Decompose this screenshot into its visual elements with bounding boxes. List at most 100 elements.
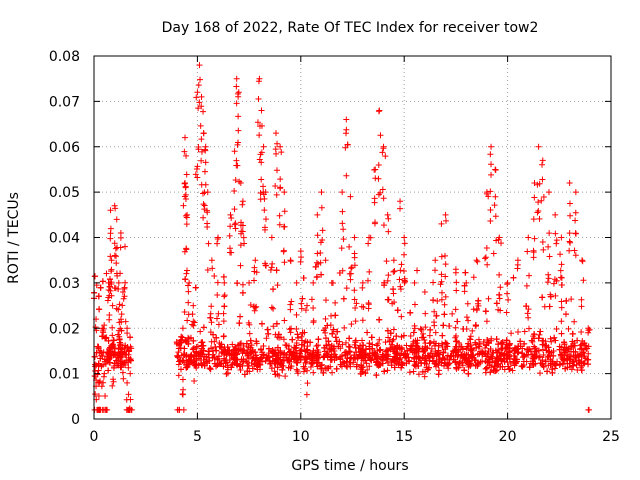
data-point	[348, 265, 355, 272]
data-point	[499, 363, 506, 370]
data-point	[268, 264, 275, 271]
data-point	[323, 342, 330, 349]
data-point	[549, 369, 556, 376]
data-point	[262, 262, 269, 269]
data-point	[298, 300, 305, 307]
data-point	[185, 340, 192, 347]
data-point	[397, 267, 404, 274]
data-point	[377, 132, 384, 139]
data-point	[540, 363, 547, 370]
data-point	[110, 376, 117, 383]
data-point	[483, 244, 490, 251]
data-point	[272, 130, 279, 137]
data-point	[223, 370, 230, 377]
data-point	[391, 364, 398, 371]
data-point	[235, 139, 242, 146]
data-point	[332, 299, 339, 306]
data-point	[310, 369, 317, 376]
data-point	[253, 338, 260, 345]
data-point	[524, 310, 531, 317]
data-point	[268, 365, 275, 372]
data-point	[474, 258, 481, 265]
data-point	[432, 267, 439, 274]
data-point	[108, 257, 115, 264]
y-tick-label: 0.03	[49, 276, 80, 292]
data-point	[232, 176, 239, 183]
data-point	[205, 351, 212, 358]
data-point	[239, 228, 246, 235]
data-point	[230, 355, 237, 362]
data-point	[277, 143, 284, 150]
data-point	[209, 354, 216, 361]
data-point	[411, 349, 418, 356]
data-point	[286, 358, 293, 365]
data-point	[285, 364, 292, 371]
data-point	[115, 362, 122, 369]
data-point	[572, 252, 579, 259]
data-point	[384, 277, 391, 284]
data-point	[235, 342, 242, 349]
data-point	[476, 350, 483, 357]
data-point	[364, 277, 371, 284]
data-point	[339, 341, 346, 348]
data-point	[421, 336, 428, 343]
data-point	[544, 279, 551, 286]
data-point	[198, 148, 205, 155]
data-point	[174, 352, 181, 359]
data-point	[281, 259, 288, 266]
data-point	[551, 360, 558, 367]
data-point	[487, 188, 494, 195]
data-point	[100, 373, 107, 380]
data-point	[109, 324, 116, 331]
data-point	[281, 189, 288, 196]
data-point	[280, 336, 287, 343]
data-point	[351, 234, 358, 241]
data-point	[365, 240, 372, 247]
data-point	[97, 378, 104, 385]
data-point	[526, 364, 533, 371]
data-point	[389, 357, 396, 364]
data-point	[411, 279, 418, 286]
data-point	[505, 296, 512, 303]
data-point	[127, 396, 134, 403]
data-point	[343, 358, 350, 365]
data-point	[414, 353, 421, 360]
data-point	[105, 287, 112, 294]
data-point	[539, 176, 546, 183]
data-point	[105, 367, 112, 374]
data-point	[461, 355, 468, 362]
data-point	[314, 363, 321, 370]
data-point	[438, 220, 445, 227]
data-point	[121, 293, 128, 300]
data-point	[198, 136, 205, 143]
data-point	[297, 258, 304, 265]
data-point	[328, 312, 335, 319]
data-point	[262, 189, 269, 196]
data-point	[525, 234, 532, 241]
data-point	[537, 328, 544, 335]
data-point	[229, 350, 236, 357]
data-point	[497, 284, 504, 291]
data-point	[227, 223, 234, 230]
data-point	[562, 365, 569, 372]
data-point	[127, 370, 134, 377]
data-point	[113, 357, 120, 364]
data-point	[287, 329, 294, 336]
data-point	[442, 293, 449, 300]
data-point	[492, 166, 499, 173]
data-point	[201, 168, 208, 175]
data-point	[350, 355, 357, 362]
data-point	[260, 183, 267, 190]
data-point	[101, 322, 108, 329]
data-point	[543, 347, 550, 354]
data-point	[233, 75, 240, 82]
data-point	[572, 217, 579, 224]
data-point	[450, 356, 457, 363]
data-point	[338, 245, 345, 252]
data-point	[510, 274, 517, 281]
data-point	[115, 352, 122, 359]
data-point	[305, 353, 312, 360]
data-point	[380, 145, 387, 152]
data-point	[373, 372, 380, 379]
